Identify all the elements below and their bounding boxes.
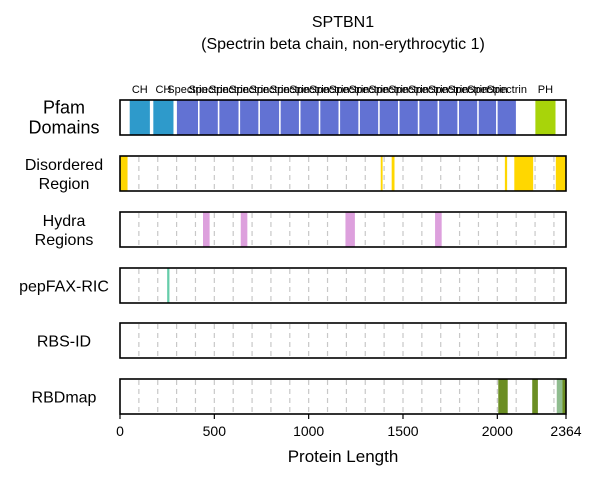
region-3 (435, 212, 442, 247)
pfam-domain-label: PH (538, 84, 553, 96)
track-frame (119, 267, 567, 304)
track-frame (119, 378, 567, 415)
pfam-domain-3 (198, 99, 219, 136)
track-frame (119, 155, 567, 192)
pfam-domain-label: CH (155, 84, 171, 96)
track-frame (119, 322, 567, 359)
x-axis-title: Protein Length (288, 447, 399, 466)
x-tick-label: 2000 (482, 423, 513, 439)
region-1 (240, 212, 248, 247)
pfam-domain-13 (398, 99, 419, 136)
pfam-domain-label: Spectrin (369, 84, 409, 96)
region-2 (345, 212, 355, 247)
pfam-domain-6 (259, 99, 280, 136)
region-1 (532, 379, 538, 414)
region-4 (514, 156, 534, 191)
region-0 (498, 379, 508, 414)
pfam-domain-label: Spectrin (428, 84, 468, 96)
track-frame (119, 99, 567, 136)
pfam-domain-5 (239, 99, 259, 136)
pfam-domain-label: Spectrin (448, 84, 488, 96)
pfam-domain-label: Spectrin (209, 84, 249, 96)
x-axis: 0 500 1000 1500 2000 2364 (116, 414, 582, 439)
pfam-domain-9 (319, 99, 340, 136)
pfam-domain-label: CH (132, 84, 148, 96)
chart-title: SPTBN1 (312, 14, 374, 31)
track-frame (119, 211, 567, 248)
chart-subtitle: (Spectrin beta chain, non-erythrocytic 1… (201, 36, 485, 53)
pfam-domain-label: Spectrin (188, 84, 228, 96)
x-tick-label: 0 (116, 423, 124, 439)
pfam-domain-16 (458, 99, 478, 136)
track-1: Disordered Region (25, 155, 567, 193)
pfam-domain-label: Spectrin (349, 84, 389, 96)
track-4: RBS-ID (37, 322, 567, 359)
pfam-domain-label: Spectrin (309, 84, 349, 96)
region-0 (167, 268, 170, 303)
region-3 (562, 379, 566, 414)
track-label: pepFAX-RIC (19, 279, 109, 296)
track-label: Disordered Region (25, 157, 103, 193)
region-2 (556, 379, 563, 414)
pfam-domain-4 (218, 99, 240, 136)
track-5: RBDmap (32, 378, 567, 415)
pfam-domain-label: Spectrin (270, 84, 310, 96)
track-label: RBS-ID (37, 334, 91, 351)
pfam-domain-7 (280, 99, 300, 136)
pfam-domain-label: Spectrin (229, 84, 269, 96)
x-tick-label: 1000 (293, 423, 324, 439)
pfam-domain-8 (299, 99, 320, 136)
x-tick-label: 2364 (550, 423, 581, 439)
track-label: Hydra Regions (35, 213, 94, 249)
pfam-domain-label: Spectrin (467, 84, 507, 96)
pfam-domain-0 (129, 99, 151, 136)
pfam-domain-12 (379, 99, 399, 136)
pfam-domain-label: Spectrin (289, 84, 329, 96)
pfam-domain-label: Spectrin (329, 84, 369, 96)
pfam-domain-14 (418, 99, 439, 136)
x-tick-label: 1500 (387, 423, 418, 439)
region-1 (380, 156, 383, 191)
track-0: CH CHSpectrinSpectrinSpectrinSpectrinSpec… (28, 84, 567, 138)
track-label: Pfam Domains (28, 98, 99, 138)
track-label: RBDmap (32, 390, 97, 407)
pfam-domain-15 (438, 99, 459, 136)
pfam-domain-label: Spectrin (167, 84, 207, 96)
track-3: pepFAX-RIC (19, 267, 567, 304)
region-0 (120, 156, 128, 191)
region-5 (555, 156, 566, 191)
region-3 (504, 156, 508, 191)
region-0 (203, 212, 210, 247)
pfam-domain-label: Spectrin (249, 84, 289, 96)
pfam-domain-19 (534, 99, 557, 136)
track-2: Hydra Regions (35, 211, 567, 249)
tracks-group: CH CHSpectrinSpectrinSpectrinSpectrinSpec… (19, 84, 567, 415)
pfam-domain-label: Spectrin (487, 84, 527, 96)
region-2 (391, 156, 395, 191)
pfam-domain-17 (478, 99, 497, 136)
pfam-domain-18 (497, 99, 517, 136)
x-tick-label: 500 (203, 423, 227, 439)
pfam-domain-10 (339, 99, 359, 136)
pfam-domain-label: Spectrin (408, 84, 448, 96)
pfam-domain-2 (176, 99, 199, 136)
pfam-domain-11 (359, 99, 379, 136)
pfam-domain-1 (152, 99, 175, 136)
pfam-domain-label: Spectrin (388, 84, 428, 96)
